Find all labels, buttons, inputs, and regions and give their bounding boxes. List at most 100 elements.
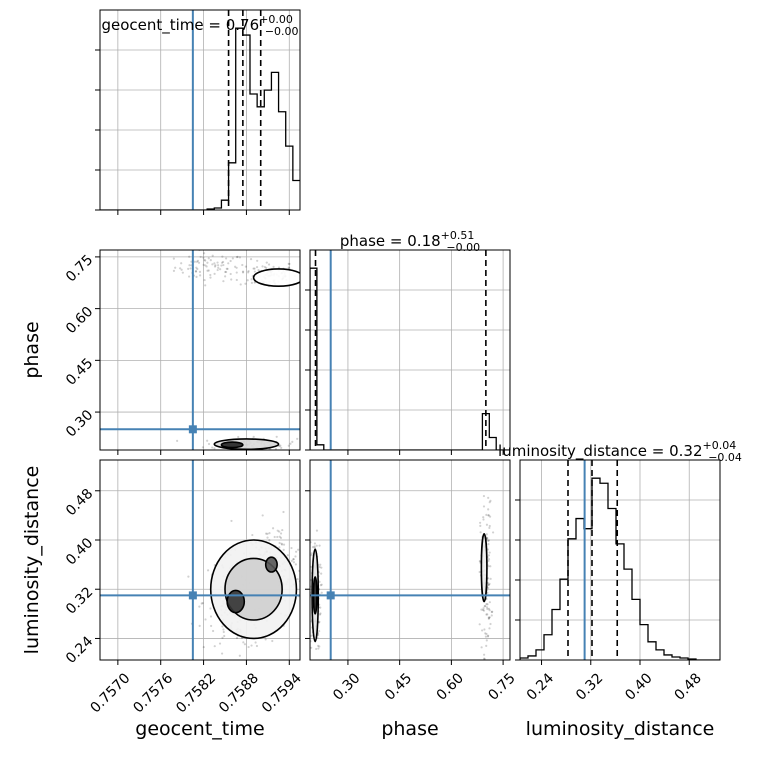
y-tick-label: 0.60	[63, 304, 96, 337]
sample-point	[483, 628, 486, 631]
sample-point	[310, 552, 313, 555]
sample-point	[310, 554, 313, 557]
sample-point	[174, 266, 177, 269]
sample-point	[287, 451, 289, 453]
sample-point	[488, 524, 491, 528]
truth-marker	[188, 425, 197, 434]
sample-point	[484, 632, 487, 635]
sample-point	[482, 607, 485, 610]
sample-point	[254, 641, 257, 644]
panel-title: geocent_time = 0.76+0.00 −0.00	[101, 13, 298, 38]
sample-point	[199, 255, 202, 259]
sample-point	[261, 265, 264, 268]
sample-point	[318, 544, 321, 547]
truth-marker	[188, 591, 197, 600]
sample-point	[223, 634, 226, 638]
sample-point	[307, 559, 309, 561]
sample-point	[488, 551, 491, 554]
sample-point	[320, 583, 323, 586]
sample-point	[203, 252, 206, 255]
sample-point	[487, 559, 490, 563]
sample-point	[241, 270, 245, 273]
sample-point	[244, 282, 247, 285]
title-main: geocent_time = 0.76	[101, 16, 259, 35]
diag-panel-phase: phase = 0.18+0.51 −0.00	[305, 229, 511, 455]
sample-point	[257, 269, 260, 272]
sample-point	[487, 496, 490, 499]
sample-point	[213, 272, 216, 275]
sample-point	[276, 529, 279, 532]
sample-point	[485, 602, 488, 606]
sample-point	[209, 615, 213, 618]
sample-point	[209, 276, 212, 279]
x-tick-label: 0.7576	[130, 670, 176, 716]
sample-point	[282, 510, 285, 514]
sample-point	[294, 555, 297, 558]
sample-point	[219, 268, 222, 271]
panel-title: luminosity_distance = 0.32+0.04 −0.04	[498, 439, 742, 464]
sample-point	[188, 264, 191, 267]
sample-point	[231, 665, 233, 667]
sample-point	[292, 558, 295, 561]
x-tick-label: 0.60	[434, 670, 467, 703]
sample-point	[236, 255, 239, 259]
x-tick-label: 0.40	[622, 670, 655, 703]
sample-point	[231, 257, 234, 260]
sample-point	[318, 620, 321, 623]
sample-point	[220, 451, 222, 453]
sample-point	[319, 612, 322, 615]
sample-point	[279, 532, 283, 535]
sample-point	[180, 268, 183, 271]
sample-point	[247, 271, 250, 274]
sample-point	[289, 442, 292, 445]
sample-point	[234, 265, 237, 268]
sample-point	[207, 442, 211, 446]
sample-point	[209, 259, 212, 262]
sample-point	[196, 259, 200, 262]
sample-point	[222, 630, 225, 634]
sample-point	[210, 624, 213, 628]
title-plus: +0.00	[259, 13, 293, 26]
histogram-step	[100, 27, 300, 210]
sample-point	[319, 550, 321, 552]
sample-point	[225, 267, 228, 270]
sample-point	[242, 641, 245, 644]
sample-point	[489, 499, 492, 502]
sample-point	[483, 605, 486, 608]
sample-point	[222, 263, 225, 267]
x-axis-label: geocent_time	[135, 718, 264, 740]
sample-point	[485, 533, 488, 536]
sample-point	[172, 269, 176, 272]
sample-point	[243, 643, 247, 646]
sample-point	[279, 536, 283, 539]
sample-point	[304, 585, 306, 587]
sample-point	[491, 610, 494, 613]
sample-point	[241, 455, 243, 457]
sample-point	[246, 279, 249, 282]
sample-point	[486, 603, 489, 606]
sample-point	[278, 530, 281, 533]
title-plus: +0.04	[703, 439, 737, 452]
x-tick-label: 0.48	[671, 670, 704, 703]
sample-point	[310, 634, 313, 637]
sample-point	[196, 267, 199, 271]
sample-point	[222, 628, 225, 631]
sample-point	[487, 583, 490, 586]
sample-point	[478, 570, 481, 574]
sample-point	[211, 446, 214, 449]
sample-point	[294, 563, 297, 566]
sample-point	[239, 283, 242, 286]
sample-point	[178, 267, 182, 270]
sample-point	[297, 548, 300, 551]
sample-point	[224, 270, 228, 274]
sample-point	[487, 508, 490, 511]
sample-point	[318, 613, 322, 616]
sample-point	[251, 533, 254, 537]
sample-point	[216, 268, 219, 272]
sample-point	[202, 256, 205, 259]
sample-point	[480, 608, 483, 611]
sample-point	[484, 604, 487, 608]
sample-point	[486, 607, 489, 611]
sample-point	[488, 627, 491, 630]
y-axis-label: phase	[21, 321, 43, 378]
